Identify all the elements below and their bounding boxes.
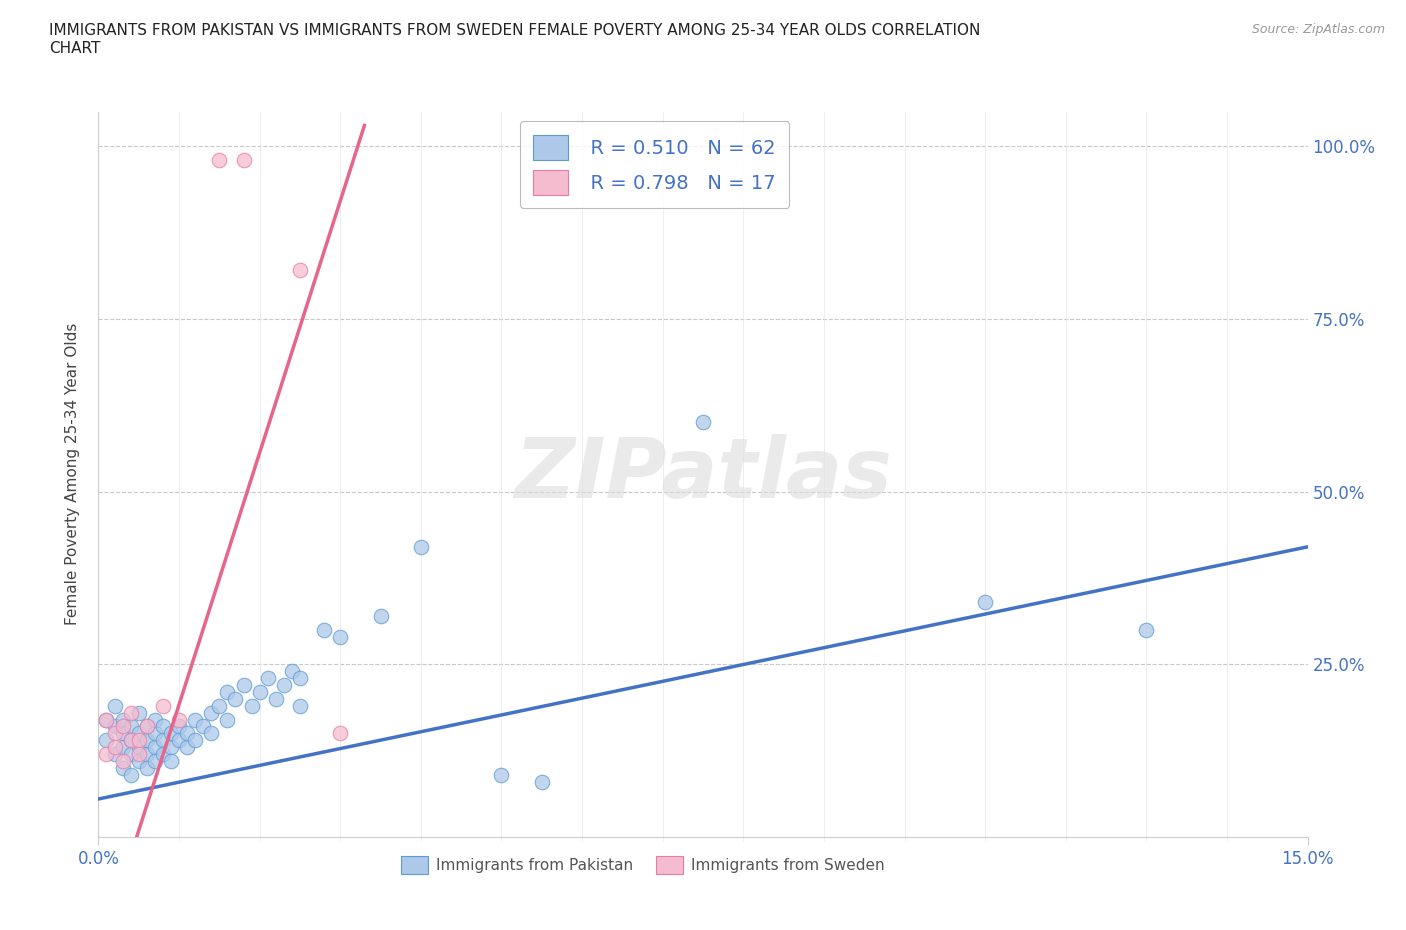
Point (152, 733, 174, 748)
Point (167, 719, 190, 734)
Point (491, 767, 513, 782)
Point (120, 719, 142, 734)
Point (120, 705, 142, 720)
Point (103, 698, 125, 713)
Point (111, 719, 134, 734)
Point (96, 733, 118, 748)
Point (314, 622, 336, 637)
Point (103, 747, 125, 762)
Point (281, 664, 304, 679)
Point (288, 698, 311, 713)
Point (184, 712, 207, 727)
Point (120, 733, 142, 748)
Point (135, 719, 157, 734)
Point (96, 712, 118, 727)
Point (111, 726, 134, 741)
Point (120, 733, 142, 748)
Point (103, 726, 125, 741)
Legend: Immigrants from Pakistan, Immigrants from Sweden: Immigrants from Pakistan, Immigrants fro… (395, 850, 890, 880)
Point (152, 698, 174, 713)
Point (135, 719, 157, 734)
Point (217, 712, 239, 727)
Point (1135, 622, 1157, 637)
Point (128, 733, 150, 748)
Point (135, 761, 157, 776)
Point (128, 705, 150, 720)
Point (152, 719, 174, 734)
Point (111, 753, 134, 768)
Text: ZIPatlas: ZIPatlas (515, 433, 891, 515)
Point (103, 739, 125, 754)
Point (128, 747, 150, 762)
Point (232, 153, 254, 167)
Point (111, 712, 134, 727)
Point (409, 539, 432, 554)
Point (167, 712, 190, 727)
Point (176, 726, 198, 741)
Point (193, 719, 215, 734)
Point (96, 712, 118, 727)
Point (530, 775, 553, 790)
Point (184, 733, 207, 748)
Point (256, 671, 278, 685)
Point (143, 739, 166, 754)
Point (103, 719, 125, 734)
Point (288, 671, 311, 685)
Text: IMMIGRANTS FROM PAKISTAN VS IMMIGRANTS FROM SWEDEN FEMALE POVERTY AMONG 25-34 YE: IMMIGRANTS FROM PAKISTAN VS IMMIGRANTS F… (49, 23, 980, 56)
Point (167, 733, 190, 748)
Point (232, 678, 254, 693)
Point (152, 747, 174, 762)
Point (264, 691, 287, 706)
Point (143, 712, 166, 727)
Point (273, 678, 295, 693)
Point (128, 726, 150, 741)
Point (200, 705, 222, 720)
Point (160, 739, 183, 754)
Point (208, 153, 231, 167)
Text: Source: ZipAtlas.com: Source: ZipAtlas.com (1251, 23, 1385, 36)
Point (200, 726, 222, 741)
Point (135, 747, 157, 762)
Point (135, 733, 157, 748)
Point (329, 726, 352, 741)
Point (288, 263, 311, 278)
Point (176, 739, 198, 754)
Point (329, 630, 352, 644)
Point (120, 747, 142, 762)
Point (240, 698, 263, 713)
Point (96, 747, 118, 762)
Point (160, 753, 183, 768)
Point (143, 726, 166, 741)
Point (692, 415, 714, 430)
Point (128, 739, 150, 754)
Point (249, 684, 271, 699)
Point (208, 698, 231, 713)
Point (143, 753, 166, 768)
Point (217, 684, 239, 699)
Y-axis label: Female Poverty Among 25-34 Year Olds: Female Poverty Among 25-34 Year Olds (65, 323, 80, 626)
Point (370, 608, 392, 623)
Point (160, 726, 183, 741)
Point (128, 753, 150, 768)
Point (111, 761, 134, 776)
Point (224, 691, 246, 706)
Point (111, 739, 134, 754)
Point (974, 594, 997, 609)
Point (120, 767, 142, 782)
